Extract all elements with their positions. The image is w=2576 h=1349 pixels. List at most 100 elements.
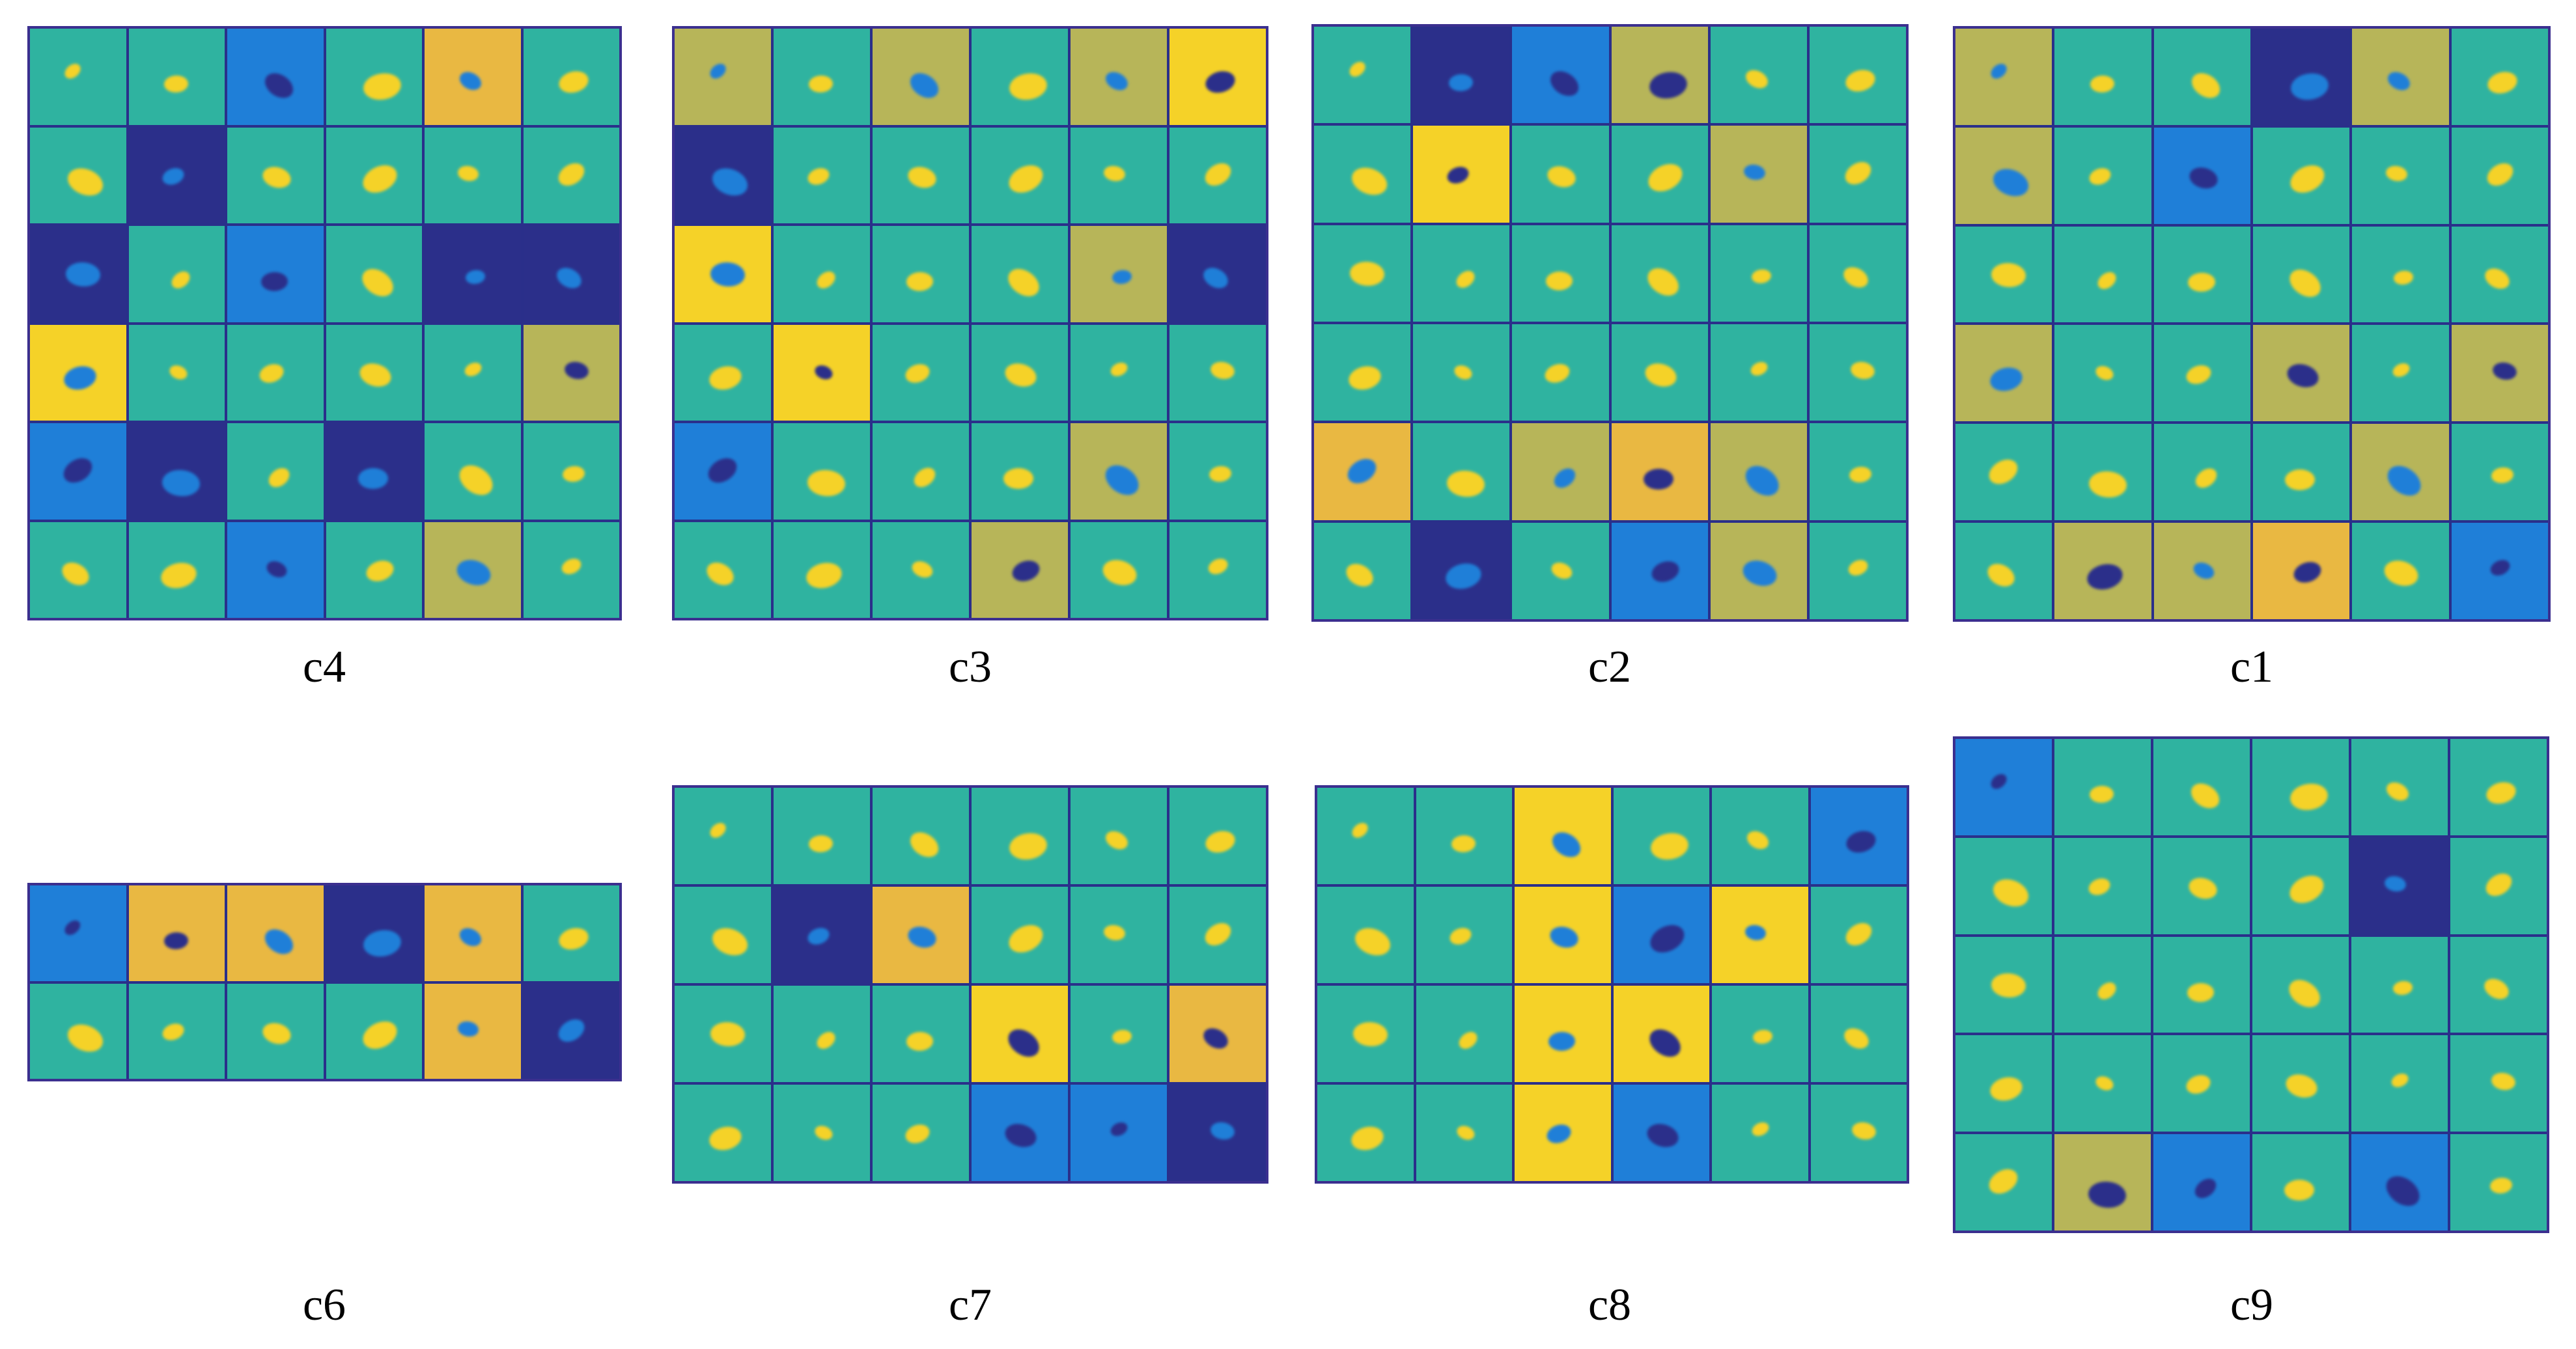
activation-blob [2480, 975, 2512, 1003]
feature-map-tile [2153, 936, 2250, 1033]
feature-map-tile [2352, 226, 2449, 323]
activation-blob [2283, 974, 2325, 1013]
activation-blob [167, 363, 189, 382]
activation-blob [2482, 869, 2516, 901]
feature-map-tile [2153, 523, 2250, 619]
activation-blob [1743, 162, 1767, 182]
feature-map-tile [1413, 522, 1510, 619]
feature-map-tile [2450, 837, 2547, 934]
feature-map-tile [326, 885, 422, 981]
feature-map-tile [1314, 522, 1411, 619]
feature-map-tile [227, 983, 324, 1079]
activation-blob [2291, 558, 2324, 586]
activation-blob [1989, 874, 2033, 912]
feature-map-tile [1169, 1085, 1266, 1181]
feature-map-tile [2252, 837, 2349, 934]
feature-map-tile [425, 127, 521, 223]
activation-blob [1845, 556, 1870, 578]
feature-map-tile [873, 887, 969, 983]
feature-map-tile [1955, 837, 2052, 934]
feature-map-tile [2252, 1134, 2349, 1231]
activation-blob [260, 1020, 294, 1048]
activation-blob [2284, 360, 2321, 391]
activation-blob [1642, 359, 1679, 391]
activation-blob [1099, 459, 1145, 501]
activation-blob [2186, 874, 2220, 902]
activation-blob [1455, 1122, 1477, 1142]
feature-map-tile [774, 324, 870, 421]
feature-map-tile [523, 29, 619, 125]
activation-blob [1840, 1023, 1873, 1053]
feature-map-tile [873, 986, 969, 1082]
feature-map-tile [2153, 837, 2250, 934]
feature-map-tile [2054, 226, 2151, 323]
feature-map-tile [675, 127, 771, 223]
feature-map-tile [1955, 29, 2052, 125]
feature-map-tile [1413, 423, 1510, 520]
feature-map-tile [2252, 226, 2350, 323]
feature-map-tile [1810, 887, 1907, 983]
activation-blob [903, 1121, 932, 1147]
feature-map-tile [1611, 126, 1708, 223]
activation-blob [1849, 359, 1877, 382]
activation-blob [2187, 271, 2215, 292]
feature-map-tile [1613, 887, 1709, 983]
feature-map-tile [972, 788, 1068, 884]
activation-blob [1841, 918, 1876, 950]
activation-blob [1649, 558, 1683, 586]
activation-blob [563, 359, 590, 382]
activation-blob [2094, 979, 2120, 1003]
activation-blob [357, 467, 388, 490]
feature-map-tile [1317, 1085, 1414, 1181]
activation-blob [58, 558, 93, 591]
activation-blob [63, 163, 107, 201]
activation-blob [1203, 68, 1238, 96]
activation-blob [806, 468, 847, 498]
feature-map-tile [774, 29, 870, 125]
feature-map-tile [774, 522, 870, 618]
feature-map-tile [873, 127, 969, 223]
activation-blob [1743, 66, 1771, 92]
activation-blob [805, 165, 832, 188]
feature-map-tile [2352, 424, 2449, 521]
activation-blob [361, 927, 403, 960]
feature-map-tile [2352, 523, 2449, 619]
feature-map-tile [1314, 126, 1411, 223]
panel-c3 [672, 26, 1268, 620]
activation-blob [2093, 363, 2116, 383]
activation-blob [456, 1020, 481, 1038]
activation-blob [1352, 1021, 1388, 1048]
activation-blob [161, 468, 201, 498]
feature-map-tile [1611, 423, 1708, 520]
feature-map-tile [523, 522, 619, 618]
feature-map-tile [873, 29, 969, 125]
activation-blob [158, 559, 199, 592]
feature-map-tile [2352, 127, 2449, 224]
feature-map-tile [425, 226, 521, 322]
feature-map-tile [2352, 29, 2449, 125]
activation-blob [2090, 75, 2115, 94]
activation-blob [557, 68, 591, 96]
activation-blob [905, 163, 939, 191]
activation-blob [260, 271, 288, 292]
feature-map-tile [2451, 29, 2548, 125]
feature-map-tile [2153, 127, 2250, 224]
activation-blob [1550, 464, 1578, 492]
activation-blob [1544, 1121, 1575, 1147]
feature-map-tile [1809, 225, 1906, 322]
feature-map-tile [227, 29, 324, 125]
feature-map-tile [2153, 424, 2250, 521]
activation-blob [2086, 165, 2113, 188]
feature-map-tile [2153, 739, 2250, 835]
activation-blob [2094, 268, 2120, 293]
activation-blob [2384, 164, 2408, 183]
activation-blob [1989, 163, 2033, 202]
feature-map-tile [675, 986, 771, 1082]
activation-blob [1545, 163, 1579, 191]
activation-blob [2284, 1179, 2315, 1201]
activation-blob [1750, 1120, 1771, 1139]
feature-map-tile [2054, 424, 2151, 521]
activation-blob [703, 558, 738, 591]
activation-blob [1547, 827, 1586, 863]
feature-map-tile [972, 986, 1068, 1082]
